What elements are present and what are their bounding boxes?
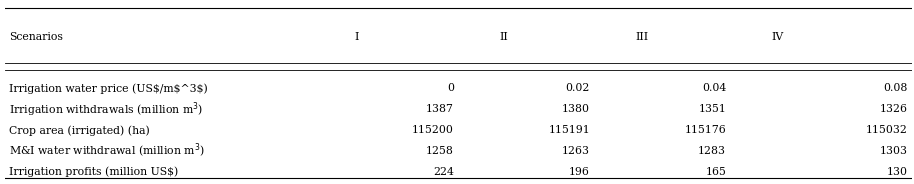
- Text: 115176: 115176: [685, 125, 726, 135]
- Text: 115200: 115200: [412, 125, 454, 135]
- Text: 1380: 1380: [562, 104, 590, 114]
- Text: II: II: [499, 32, 508, 42]
- Text: 224: 224: [433, 167, 454, 177]
- Text: M&I water withdrawal (million m$^3$): M&I water withdrawal (million m$^3$): [9, 142, 205, 160]
- Text: Scenarios: Scenarios: [9, 32, 63, 42]
- Text: 0.02: 0.02: [566, 83, 590, 93]
- Text: 130: 130: [887, 167, 908, 177]
- Text: 0.04: 0.04: [702, 83, 726, 93]
- Text: III: III: [635, 32, 648, 42]
- Text: 1283: 1283: [698, 146, 726, 156]
- Text: 1326: 1326: [879, 104, 908, 114]
- Text: 0: 0: [447, 83, 454, 93]
- Text: 1387: 1387: [426, 104, 454, 114]
- Text: 1351: 1351: [698, 104, 726, 114]
- Text: 1303: 1303: [879, 146, 908, 156]
- Text: 1263: 1263: [562, 146, 590, 156]
- Text: Irrigation profits (million US$): Irrigation profits (million US$): [9, 167, 178, 177]
- Text: 0.08: 0.08: [883, 83, 908, 93]
- Text: I: I: [354, 32, 358, 42]
- Text: 196: 196: [569, 167, 590, 177]
- Text: 115032: 115032: [866, 125, 908, 135]
- Text: Crop area (irrigated) (ha): Crop area (irrigated) (ha): [9, 125, 150, 136]
- Text: Irrigation water price (US$/m$^3$): Irrigation water price (US$/m$^3$): [9, 83, 207, 94]
- Text: Irrigation withdrawals (million m$^3$): Irrigation withdrawals (million m$^3$): [9, 100, 203, 119]
- Text: 1258: 1258: [426, 146, 454, 156]
- Text: 165: 165: [706, 167, 726, 177]
- Text: IV: IV: [771, 32, 783, 42]
- Text: 115191: 115191: [548, 125, 590, 135]
